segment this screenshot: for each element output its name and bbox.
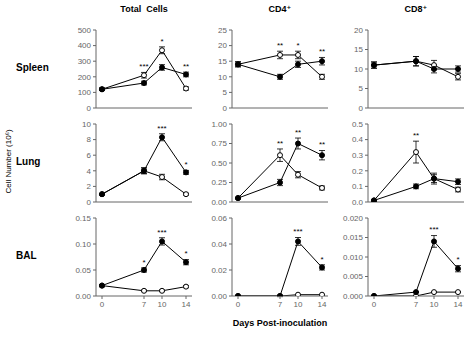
svg-text:10: 10 <box>294 300 303 309</box>
svg-text:0.010: 0.010 <box>343 253 364 262</box>
svg-text:0.5: 0.5 <box>352 120 364 129</box>
svg-text:15: 15 <box>218 57 227 66</box>
svg-text:100: 100 <box>78 88 92 97</box>
svg-text:7: 7 <box>278 300 283 309</box>
svg-text:7: 7 <box>142 300 147 309</box>
svg-text:0.0: 0.0 <box>352 198 364 206</box>
svg-text:0: 0 <box>100 300 105 309</box>
svg-text:10: 10 <box>82 120 91 129</box>
svg-text:2: 2 <box>87 182 92 191</box>
svg-text:10: 10 <box>430 300 439 309</box>
svg-text:**: ** <box>413 131 419 140</box>
svg-text:0.2: 0.2 <box>352 167 364 176</box>
svg-text:20: 20 <box>354 26 363 35</box>
svg-text:14: 14 <box>454 300 463 309</box>
svg-text:***: *** <box>157 228 166 237</box>
svg-text:**: ** <box>319 47 325 56</box>
svg-text:**: ** <box>295 128 301 137</box>
svg-text:0.06: 0.06 <box>211 214 227 223</box>
svg-text:10: 10 <box>354 65 363 74</box>
svg-text:0: 0 <box>87 104 92 112</box>
svg-text:0: 0 <box>372 300 377 309</box>
svg-text:0.00: 0.00 <box>75 292 91 301</box>
svg-text:***: *** <box>293 227 302 236</box>
svg-text:5: 5 <box>223 88 228 97</box>
svg-text:0.00: 0.00 <box>211 292 227 301</box>
svg-text:1.00: 1.00 <box>211 120 227 129</box>
svg-text:400: 400 <box>78 41 92 50</box>
svg-text:*: * <box>320 255 323 264</box>
svg-text:0.015: 0.015 <box>343 233 364 242</box>
svg-text:500: 500 <box>78 26 92 35</box>
svg-text:6: 6 <box>87 151 92 160</box>
svg-text:0.05: 0.05 <box>75 266 91 275</box>
svg-text:0.3: 0.3 <box>352 151 364 160</box>
svg-text:8: 8 <box>87 135 92 144</box>
svg-text:***: *** <box>139 62 148 71</box>
svg-text:200: 200 <box>78 73 92 82</box>
svg-text:10: 10 <box>158 300 167 309</box>
svg-text:0.005: 0.005 <box>343 272 364 281</box>
svg-text:300: 300 <box>78 57 92 66</box>
svg-text:0.75: 0.75 <box>211 139 227 148</box>
svg-text:25: 25 <box>218 26 227 35</box>
svg-text:*: * <box>160 37 163 46</box>
svg-text:*: * <box>142 258 145 267</box>
svg-text:*: * <box>456 255 459 264</box>
svg-text:0.00: 0.00 <box>211 198 227 206</box>
svg-text:0.04: 0.04 <box>211 240 227 249</box>
svg-text:0.4: 0.4 <box>352 135 364 144</box>
svg-text:**: ** <box>183 62 189 71</box>
svg-text:0.15: 0.15 <box>75 214 91 223</box>
svg-text:15: 15 <box>354 45 363 54</box>
svg-text:10: 10 <box>218 73 227 82</box>
svg-text:0.020: 0.020 <box>343 214 364 223</box>
svg-text:0.02: 0.02 <box>211 266 227 275</box>
svg-text:0.10: 0.10 <box>75 240 91 249</box>
svg-text:*: * <box>296 41 299 50</box>
html-text:CD8⁺: CD8⁺ <box>404 4 428 14</box>
svg-text:0.1: 0.1 <box>352 182 364 191</box>
svg-text:0: 0 <box>236 300 241 309</box>
html-text:BAL: BAL <box>16 250 37 261</box>
svg-text:*: * <box>184 249 187 258</box>
svg-text:0: 0 <box>223 104 228 112</box>
svg-text:**: ** <box>277 139 283 148</box>
svg-text:***: *** <box>157 124 166 133</box>
svg-text:**: ** <box>277 41 283 50</box>
svg-text:20: 20 <box>218 41 227 50</box>
svg-text:0.50: 0.50 <box>211 159 227 168</box>
html-text:Days Post-inoculation: Days Post-inoculation <box>232 318 328 328</box>
html-text:CD4⁺: CD4⁺ <box>268 4 292 14</box>
svg-text:14: 14 <box>182 300 191 309</box>
svg-text:*: * <box>184 160 187 169</box>
svg-text:7: 7 <box>414 300 419 309</box>
svg-text:0: 0 <box>359 104 364 112</box>
html-text:Total Cells: Total Cells <box>120 4 168 14</box>
svg-text:0: 0 <box>87 198 92 206</box>
svg-text:0.25: 0.25 <box>211 178 227 187</box>
svg-text:**: ** <box>319 140 325 149</box>
svg-text:4: 4 <box>87 167 92 176</box>
html-text:Lung: Lung <box>16 156 41 167</box>
svg-text:0.000: 0.000 <box>343 292 364 301</box>
svg-text:14: 14 <box>318 300 327 309</box>
html-text:Cell Number (10⁶): Cell Number (10⁶) <box>3 129 13 194</box>
html-text:Spleen: Spleen <box>16 62 49 73</box>
svg-text:***: *** <box>429 225 438 234</box>
svg-text:5: 5 <box>359 84 364 93</box>
